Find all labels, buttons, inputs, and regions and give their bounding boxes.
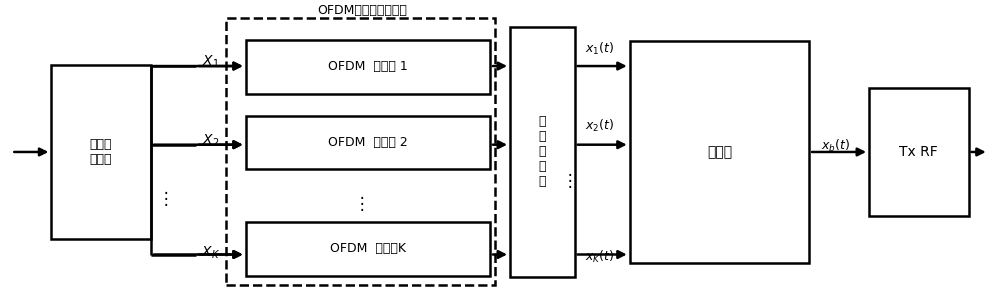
Text: 星座图
映射器: 星座图 映射器	[90, 138, 112, 166]
Text: 数
模
转
换
器: 数 模 转 换 器	[539, 115, 546, 188]
Text: OFDM多帧并行调制器: OFDM多帧并行调制器	[317, 4, 407, 16]
Text: $x_b(t)$: $x_b(t)$	[821, 138, 850, 154]
Text: ⋮: ⋮	[561, 172, 578, 190]
Text: $x_K(t)$: $x_K(t)$	[585, 249, 614, 266]
Bar	[51, 65, 151, 239]
Bar	[246, 222, 490, 276]
Text: $x_1(t)$: $x_1(t)$	[585, 41, 614, 57]
Text: ⋮: ⋮	[158, 190, 174, 208]
Text: OFDM  调制器 1: OFDM 调制器 1	[328, 60, 408, 73]
Bar	[510, 27, 575, 277]
Text: Tx RF: Tx RF	[899, 145, 938, 159]
Bar	[869, 88, 969, 216]
Bar	[246, 40, 490, 94]
Text: $X_1$: $X_1$	[202, 54, 219, 70]
Text: $X_2$: $X_2$	[202, 133, 219, 149]
Bar	[246, 115, 490, 170]
Text: OFDM  调制器K: OFDM 调制器K	[330, 242, 406, 255]
Text: $x_2(t)$: $x_2(t)$	[585, 118, 614, 134]
Text: OFDM  调制器 2: OFDM 调制器 2	[328, 136, 408, 149]
Bar	[630, 41, 809, 263]
Text: $X_K$: $X_K$	[201, 244, 220, 261]
Text: ⋮: ⋮	[354, 196, 371, 213]
Bar	[226, 18, 495, 285]
Text: 频移器: 频移器	[707, 145, 732, 159]
